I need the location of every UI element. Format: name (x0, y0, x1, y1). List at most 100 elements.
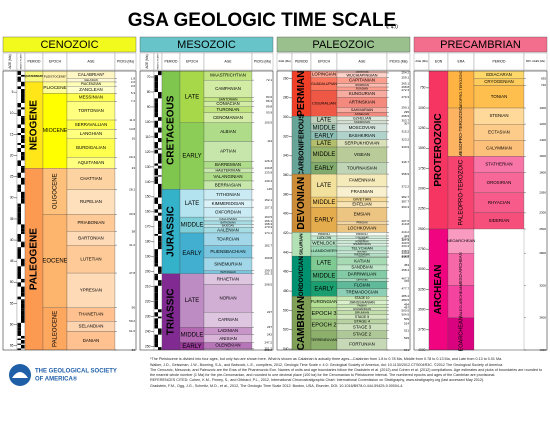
time-unit-name: LADINIAN (218, 328, 238, 333)
column-header-label: PERIOD (295, 59, 309, 63)
pick-label: 500.5 (401, 309, 409, 313)
pick-label: 330.9 (401, 145, 409, 149)
time-unit (179, 189, 205, 218)
age-tick-label: 260 (283, 76, 289, 80)
age-tick-label: 100 (145, 120, 151, 124)
polarity-stripe (21, 155, 25, 161)
pick-label: 410.8 (401, 222, 409, 226)
polarity-stripe (17, 102, 21, 108)
pick-label: 1200 (539, 122, 546, 126)
time-unit-name: NEOGENE (29, 100, 40, 150)
time-unit-name: PALEO-ARCHEAN (459, 285, 463, 318)
polarity-stripe (17, 71, 21, 75)
polarity-stripe (17, 172, 21, 178)
time-unit-name: ASSELIAN (355, 112, 370, 116)
pick-label: 3600 (539, 316, 546, 320)
pick-label: 720 (541, 83, 546, 87)
age-tick-label: 50 (10, 280, 14, 284)
age-tick-label: 3500 (418, 308, 426, 312)
pick-label: 298.9 (401, 114, 409, 118)
polarity-stripe (154, 98, 158, 103)
polarity-stripe (158, 347, 162, 350)
polarity-stripe (17, 322, 21, 324)
pick-label: 443.8 (401, 254, 409, 258)
pick-label: 635 (541, 76, 546, 80)
pick-label: 201.3 (264, 272, 272, 276)
time-unit-name: OLENEKIAN (215, 343, 240, 348)
pick-label: 272.3 (401, 88, 409, 92)
column-header-label: PERIOD (28, 59, 42, 63)
polarity-stripe (21, 286, 25, 293)
age-tick-label: 130 (145, 165, 151, 169)
age-tick-label: 400 (283, 212, 289, 216)
polarity-stripe (154, 300, 158, 303)
polarity-stripe (158, 316, 162, 319)
age-tick-label: 1250 (418, 126, 426, 130)
pick-label: 427.4 (401, 238, 409, 242)
time-unit-name: KUNGURIAN (349, 91, 375, 96)
time-unit-name: MESSINIAN (79, 95, 103, 100)
pick-label: 93.9 (266, 111, 272, 115)
time-unit-name: OROSIRIAN (487, 180, 512, 185)
time-unit-name: LUDFORDIAN (355, 236, 369, 239)
time-unit-name: STAGE 5 (355, 315, 369, 319)
polarity-stripe (17, 160, 21, 166)
pick-label: 514 (404, 322, 409, 326)
time-unit-name: LUTETIAN (80, 256, 101, 261)
time-unit-name: LATE (185, 201, 200, 207)
time-unit-name: ARTINSKIAN (349, 100, 375, 105)
polarity-stripe (17, 247, 21, 249)
polarity-stripe (21, 177, 25, 185)
pick-label: 453 (404, 263, 409, 267)
pick-label: 190.8 (264, 256, 272, 260)
age-tick-label: 15 (10, 132, 14, 136)
polarity-stripe (154, 275, 158, 281)
era-name: PALEOZOIC (312, 39, 374, 51)
time-unit-name: LATE (317, 183, 332, 189)
time-unit-name: ANISIAN (219, 336, 237, 341)
time-unit-name: DAPINGIAN (356, 279, 368, 282)
polarity-stripe (21, 93, 25, 98)
time-unit-name: CRETACEOUS (166, 95, 177, 165)
time-unit-name: LATE (185, 298, 200, 304)
polarity-stripe (154, 209, 158, 213)
pick-label: 83.6 (266, 95, 272, 99)
column-header-label: MAGNETIC POLARITY (19, 54, 22, 70)
time-unit-name: AERONIAN (357, 251, 367, 254)
time-unit-name: CAMBRIAN (296, 296, 307, 350)
polarity-stripe (154, 302, 158, 310)
pick-label: 174.1 (264, 231, 272, 235)
age-tick-label: 750 (420, 86, 426, 90)
polarity-stripe (21, 116, 25, 118)
polarity-stripe (21, 74, 25, 77)
group-frame (2, 70, 137, 351)
polarity-stripe (158, 153, 162, 159)
time-unit-name: RHYACIAN (488, 200, 510, 205)
column-header (523, 52, 548, 71)
era-name: MESOZOIC (177, 39, 236, 51)
polarity-stripe (17, 343, 21, 345)
era-header (2, 36, 137, 53)
time-unit-name: PALEOCENE (53, 311, 59, 347)
time-unit-name: TOURNAISIAN (347, 165, 377, 170)
polarity-stripe (21, 341, 25, 344)
time-unit-name: CISURALIAN (312, 100, 336, 105)
polarity-stripe (21, 128, 25, 134)
polarity-stripe (17, 248, 21, 253)
column-header-label: PERIOD (165, 59, 179, 63)
time-unit-name: EARLY (314, 286, 333, 292)
polarity-stripe (21, 278, 25, 281)
time-unit-name: SIDERIAN (489, 218, 510, 223)
time-unit-name: RHAETIAN (217, 276, 239, 281)
age-tick-label: 460 (283, 270, 289, 274)
time-unit-name: EPOCH 3 (311, 311, 336, 317)
polarity-stripe (21, 191, 25, 196)
pick-label: 126.3 (264, 159, 272, 163)
pick-label: 41.2 (129, 243, 135, 247)
polarity-stripe (21, 299, 25, 301)
age-tick-label: 25 (10, 175, 14, 179)
time-unit-name: SILURIAN (299, 233, 304, 254)
time-unit-name: MAASTRICHTIAN (210, 73, 246, 78)
time-unit-name: CARNIAN (218, 317, 238, 322)
polarity-stripe (17, 76, 21, 81)
